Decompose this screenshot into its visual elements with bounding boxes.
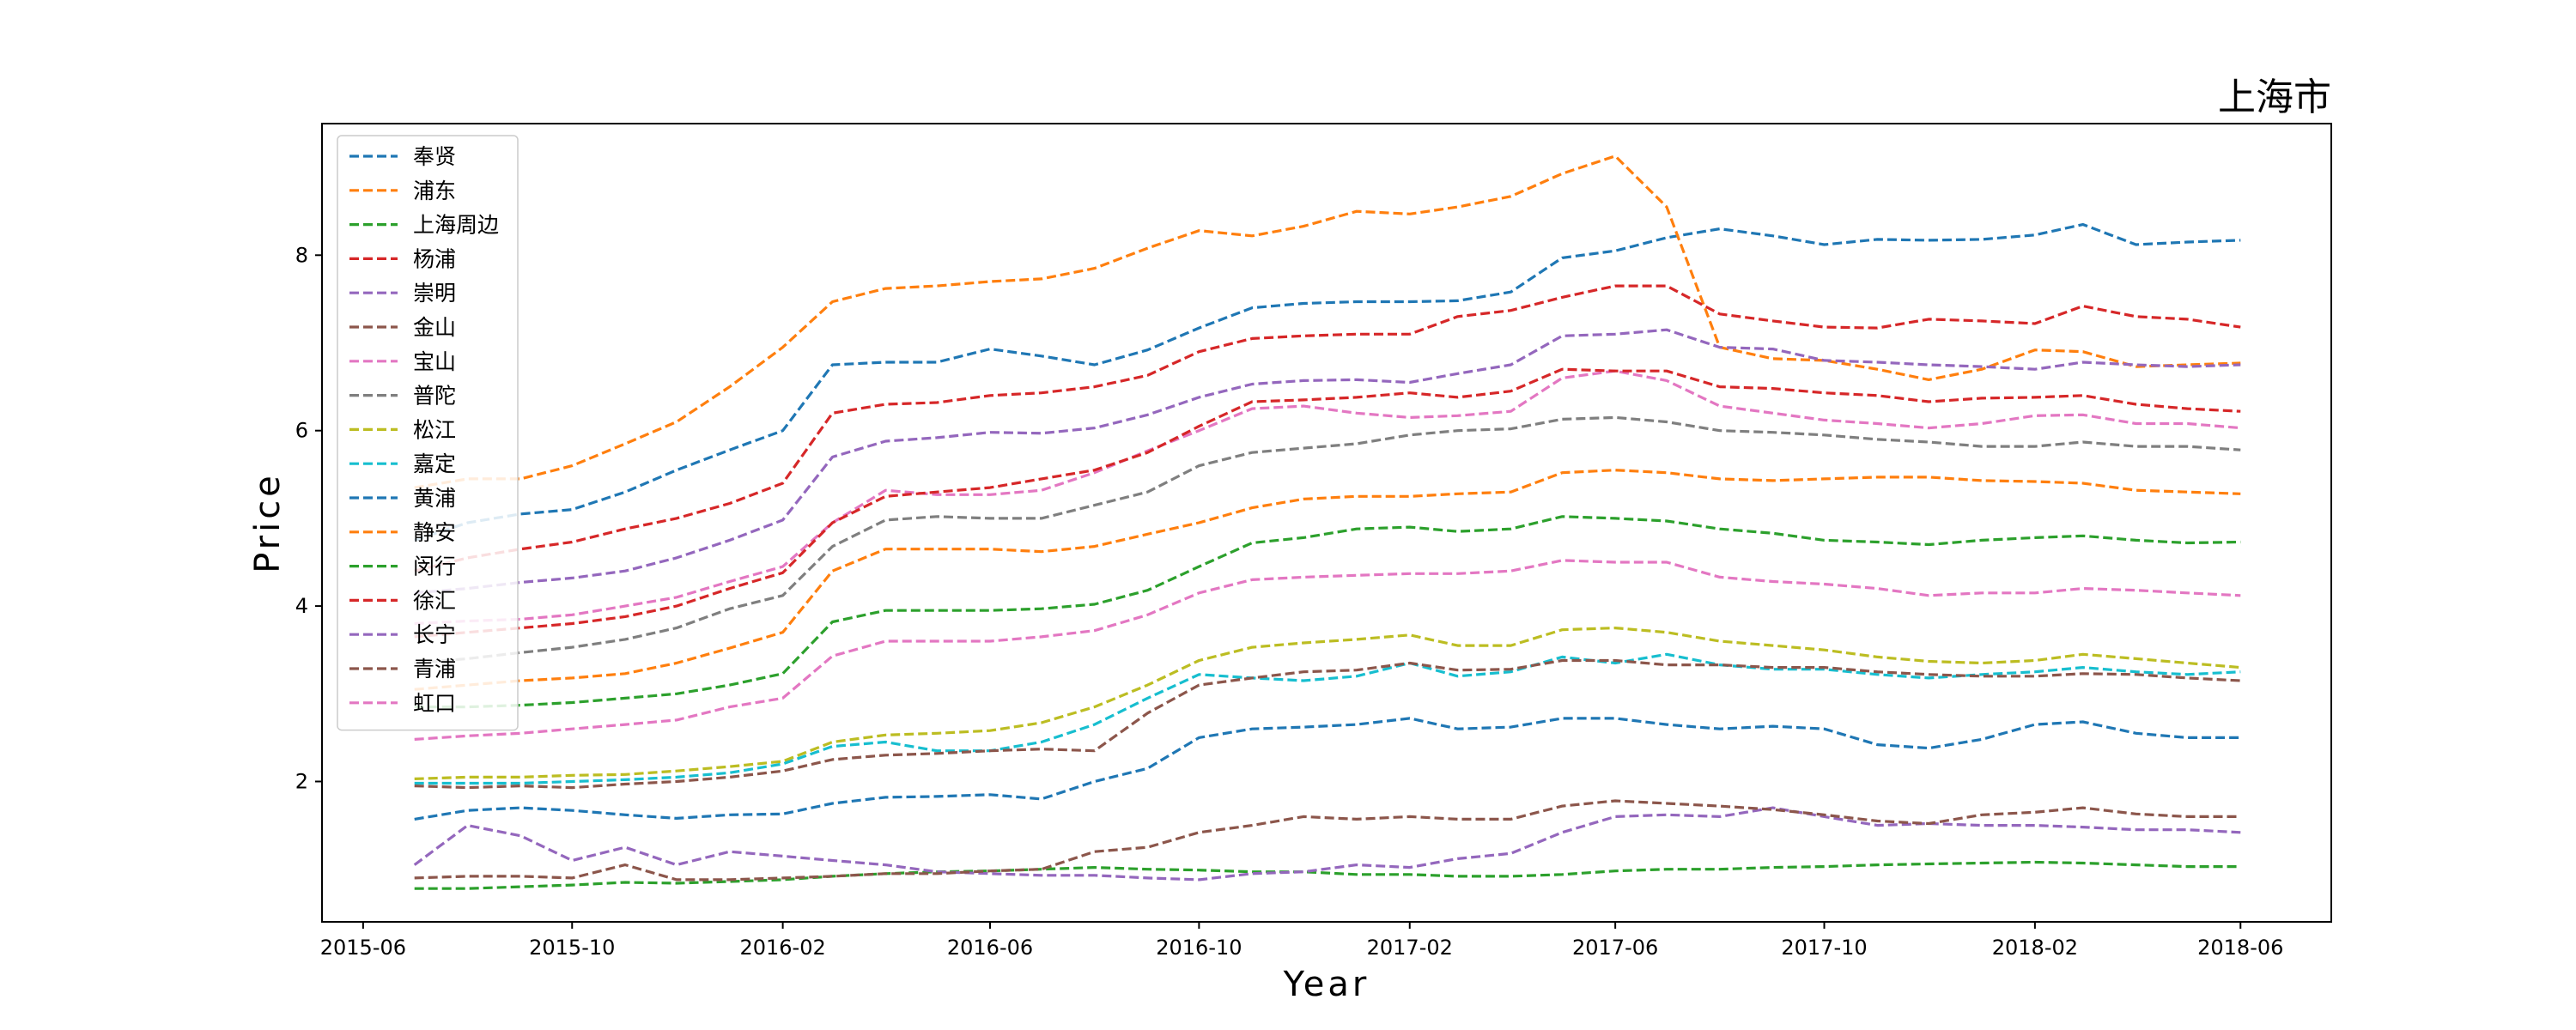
series-line-11: [414, 717, 2241, 821]
legend-label: 静安: [413, 520, 456, 545]
series-line-15: [414, 328, 2241, 595]
legend-label: 浦东: [413, 179, 456, 203]
x-tick-label: 2017-02: [1367, 936, 1453, 960]
y-tick-label: 6: [295, 419, 308, 443]
x-tick-label: 2015-10: [529, 936, 615, 960]
series-line-1: [414, 222, 2241, 542]
legend-label: 徐汇: [413, 588, 456, 613]
series-line-13: [414, 515, 2241, 709]
legend-label: 虹口: [413, 691, 456, 716]
series-line-2: [414, 154, 2241, 489]
legend-label: 杨浦: [413, 246, 456, 271]
legend-label: 崇明: [413, 281, 456, 306]
legend-label: 嘉定: [413, 451, 456, 476]
x-tick-label: 2017-06: [1572, 936, 1658, 960]
series-layer: [413, 154, 2241, 890]
legend-box: [337, 135, 519, 731]
series-line-14: [414, 367, 2241, 639]
series-line-4: [414, 284, 2241, 573]
legend-label: 闵行: [413, 554, 456, 579]
series-line-9: [414, 626, 2241, 780]
legend-label: 金山: [413, 315, 456, 340]
x-axis-title: Year: [1283, 965, 1370, 1004]
x-tick-label: 2015-06: [320, 936, 406, 960]
series-line-10: [414, 652, 2241, 785]
series-line-8: [414, 415, 2241, 665]
x-tick-label: 2018-06: [2197, 936, 2283, 960]
legend-label: 上海周边: [413, 213, 499, 238]
legend-label: 普陀: [413, 384, 456, 409]
x-tick-label: 2016-10: [1156, 936, 1242, 960]
x-tick-label: 2018-02: [1992, 936, 2078, 960]
legend-label: 长宁: [413, 622, 456, 647]
x-tick-label: 2016-02: [739, 936, 825, 960]
y-tick-label: 8: [295, 243, 308, 267]
legend-label: 黄浦: [413, 486, 456, 511]
y-tick-label: 4: [295, 594, 308, 618]
series-line-17: [414, 559, 2241, 741]
chart-title: 上海市: [2218, 76, 2331, 119]
series-line-12: [414, 469, 2241, 691]
series-line-7: [414, 369, 2241, 626]
series-line-6: [414, 799, 2241, 882]
legend-label: 奉贤: [413, 144, 456, 169]
legend-label: 青浦: [413, 657, 456, 682]
series-line-16: [414, 658, 2241, 790]
y-tick-label: 2: [295, 769, 308, 793]
y-axis: 2 4 6 8: [295, 243, 322, 793]
legend-label: 宝山: [413, 349, 456, 374]
plot-frame: [321, 123, 2332, 923]
series-line-5: [413, 806, 2241, 882]
series-line-3: [414, 860, 2241, 890]
x-tick-label: 2017-10: [1781, 936, 1867, 960]
y-axis-title: Price: [248, 472, 288, 573]
x-tick-label: 2016-06: [947, 936, 1033, 960]
x-axis: 2015-06 2015-10 2016-02 2016-06 2016-10 2017-…: [320, 922, 2283, 960]
legend-label: 松江: [413, 417, 456, 442]
